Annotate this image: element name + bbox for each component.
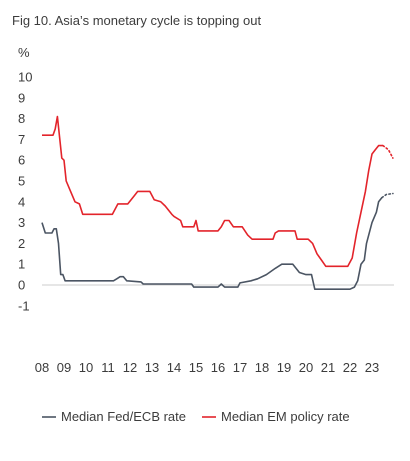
y-tick-label: 10 [18,70,32,85]
y-tick-label: 8 [18,111,25,126]
x-tick-label: 23 [365,360,379,375]
y-tick-label: 4 [18,194,25,209]
chart-title: Fig 10. Asia’s monetary cycle is topping… [12,13,261,28]
x-tick-label: 11 [101,360,115,375]
y-axis-unit-label: % [18,45,30,60]
series-forecast-em-policy [382,144,394,159]
x-tick-label: 21 [321,360,335,375]
y-tick-label: 1 [18,257,25,272]
y-tick-label: 7 [18,132,25,147]
x-axis-ticks: 08 09 10 11 12 13 14 15 16 17 18 19 20 21 22 23 [35,360,379,375]
x-tick-label: 10 [79,360,93,375]
series-layer [41,115,394,290]
x-tick-label: 19 [277,360,291,375]
legend-label-fed-ecb: Median Fed/ECB rate [61,409,186,424]
y-tick-label: 6 [18,153,25,168]
y-tick-label: 9 [18,90,25,105]
legend: Median Fed/ECB rate Median EM policy rat… [42,409,350,424]
x-tick-label: 22 [343,360,357,375]
x-tick-label: 18 [255,360,269,375]
x-tick-label: 09 [57,360,71,375]
x-tick-label: 12 [123,360,137,375]
legend-label-em: Median EM policy rate [221,409,350,424]
x-tick-label: 20 [299,360,313,375]
x-tick-label: 16 [211,360,225,375]
x-tick-label: 15 [189,360,203,375]
series-forecast-fed-ecb [381,192,394,199]
y-tick-label: 3 [18,215,25,230]
x-tick-label: 13 [145,360,159,375]
x-tick-label: 08 [35,360,49,375]
y-tick-label: 0 [18,278,25,293]
y-tick-label: 2 [18,236,25,251]
y-tick-label: 5 [18,174,25,189]
x-tick-label: 14 [167,360,181,375]
y-tick-label: -1 [18,298,30,313]
series-line-fed-ecb [41,197,383,290]
series-line-em-policy [42,115,383,268]
x-tick-label: 17 [233,360,247,375]
